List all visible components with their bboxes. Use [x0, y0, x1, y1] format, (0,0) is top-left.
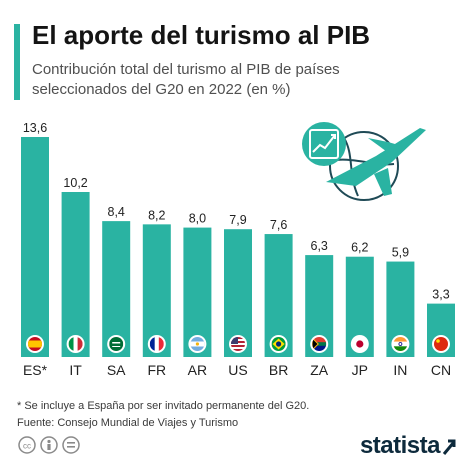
category-label: CN	[431, 362, 451, 378]
italy-flag-icon	[68, 337, 83, 351]
category-label: IN	[393, 362, 407, 378]
growth-chart-icon	[302, 122, 346, 166]
category-label: IT	[69, 362, 82, 378]
attribution-icon	[40, 436, 58, 454]
category-label: FR	[147, 362, 166, 378]
value-label: 8,0	[189, 212, 206, 226]
category-label: JP	[352, 362, 368, 378]
argentina-flag-icon	[190, 337, 205, 351]
source-text: Fuente: Consejo Mundial de Viajes y Turi…	[17, 417, 239, 429]
usa-flag-icon	[231, 337, 245, 351]
value-label: 6,3	[311, 239, 328, 253]
value-label: 8,4	[108, 205, 125, 219]
category-label: ES*	[23, 362, 48, 378]
bar-chart: 13,6 ES* 10,2 IT 8,4 SA 8,2 FR 8,0 AR 7,9 US 7,6 BR 6,…	[21, 121, 455, 378]
spain-flag-icon	[28, 337, 42, 351]
license-icons: cc	[18, 436, 80, 454]
category-label: BR	[269, 362, 288, 378]
bar-ES*	[21, 137, 49, 357]
statista-logo[interactable]: statista	[359, 432, 441, 459]
france-flag-icon	[149, 337, 164, 351]
category-label: US	[228, 362, 247, 378]
airplane-icon	[326, 128, 426, 196]
japan-flag-icon	[352, 337, 367, 351]
svg-text:cc: cc	[23, 442, 31, 451]
footnote-block: * Se incluye a España por ser invitado p…	[17, 398, 309, 432]
category-label: ZA	[310, 362, 329, 378]
footnote-text: * Se incluye a España por ser invitado p…	[17, 400, 310, 412]
cc-icon: cc	[18, 436, 36, 454]
value-label: 6,2	[351, 241, 368, 255]
china-flag-icon	[434, 337, 448, 351]
value-label: 13,6	[23, 121, 47, 135]
statista-logo-mark-icon	[442, 439, 456, 455]
value-label: 7,9	[229, 213, 246, 227]
value-label: 8,2	[148, 208, 165, 222]
no-derivatives-icon	[62, 436, 80, 454]
chart-subtitle: Contribución total del turismo al PIB de…	[32, 61, 340, 98]
value-label: 7,6	[270, 218, 287, 232]
tourism-illustration	[302, 122, 426, 201]
value-label: 5,9	[392, 246, 409, 260]
value-label: 10,2	[63, 176, 87, 190]
category-label: SA	[107, 362, 126, 378]
title-accent-bar	[14, 24, 20, 100]
bar-FR	[142, 224, 171, 357]
south-africa-flag-icon	[312, 337, 327, 351]
brazil-flag-icon	[271, 337, 286, 351]
india-flag-icon	[393, 337, 408, 351]
chart-title: El aporte del turismo al PIB	[32, 20, 371, 50]
saudi-arabia-flag-icon	[109, 337, 124, 351]
bar-SA	[102, 221, 131, 357]
value-label: 3,3	[432, 288, 449, 302]
category-label: AR	[188, 362, 207, 378]
bar-IT	[61, 192, 90, 357]
